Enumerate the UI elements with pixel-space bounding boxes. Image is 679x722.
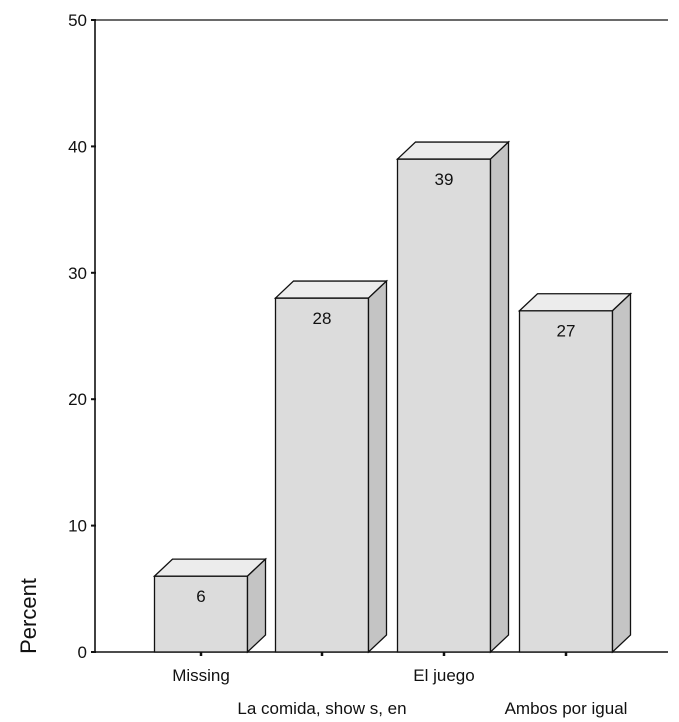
y-axis-title: Percent: [16, 578, 41, 654]
bar-value-label: 39: [435, 170, 454, 189]
bar: 28: [273, 279, 389, 654]
bar-top: [517, 293, 633, 312]
bar-top: [273, 280, 389, 299]
x-category-label: Missing: [172, 666, 230, 685]
bar-side: [367, 279, 388, 654]
y-tick-label: 40: [68, 137, 87, 156]
y-axis: 0 10 20 30 40 50: [68, 11, 96, 662]
x-category-label: La comida, show s, en: [237, 699, 406, 718]
bar-face: [396, 158, 492, 653]
x-axis: Missing La comida, show s, en El juego Ambo…: [172, 651, 627, 718]
bar-side: [611, 292, 632, 654]
y-tick-label: 0: [78, 643, 87, 662]
x-category-label: El juego: [413, 666, 474, 685]
bar-top: [395, 141, 511, 160]
bar-top: [152, 558, 268, 577]
bar-side: [489, 140, 510, 654]
y-tick-label: 30: [68, 264, 87, 283]
bar: 27: [517, 292, 633, 654]
bars: 6 28 39 27: [152, 140, 633, 654]
bar-value-label: 6: [196, 587, 205, 606]
y-tick-label: 10: [68, 517, 87, 536]
bar: 39: [395, 140, 511, 654]
y-tick-label: 20: [68, 390, 87, 409]
bar-face: [274, 297, 370, 653]
bar-side: [246, 557, 267, 654]
bar: 6: [152, 557, 268, 654]
bar-value-label: 28: [313, 309, 332, 328]
x-category-label: Ambos por igual: [505, 699, 628, 718]
bar-face: [153, 575, 249, 653]
y-tick-label: 50: [68, 11, 87, 30]
bar-face: [518, 310, 614, 653]
bar-value-label: 27: [557, 322, 576, 341]
